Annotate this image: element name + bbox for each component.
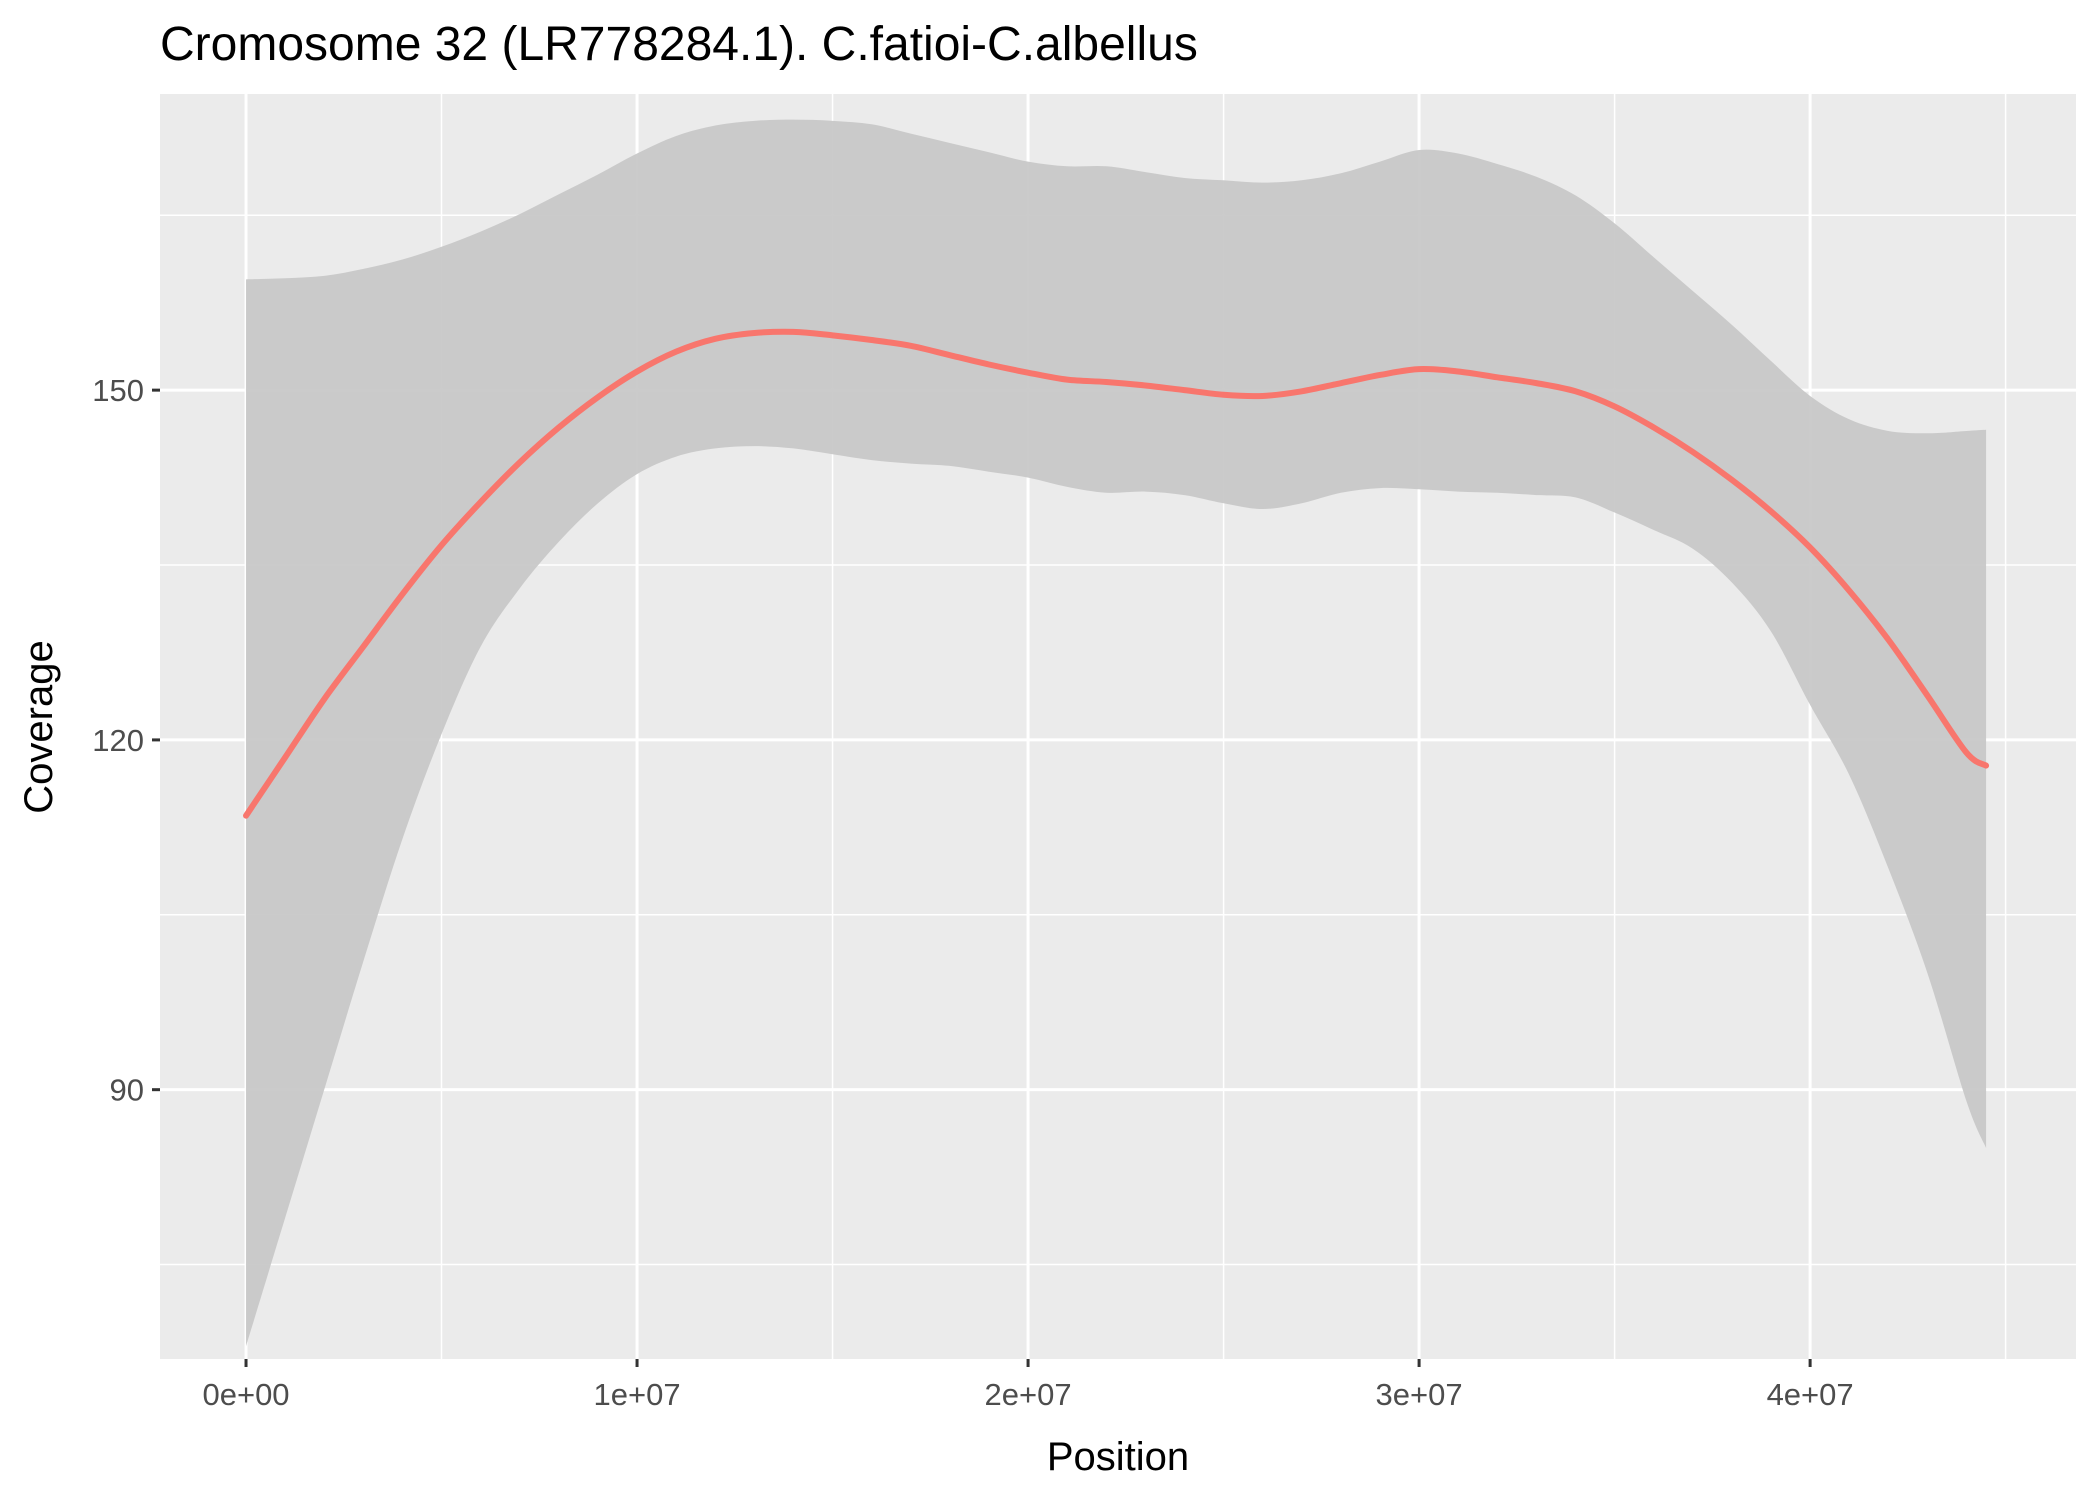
y-tick-label: 90 — [110, 1073, 144, 1108]
x-tick-label: 0e+00 — [202, 1377, 289, 1412]
confidence-ribbon — [246, 119, 1987, 1347]
x-tick-label: 1e+07 — [594, 1377, 681, 1412]
y-tick-label: 150 — [92, 373, 144, 408]
x-tick-label: 2e+07 — [985, 1377, 1072, 1412]
x-axis-title: Position — [1047, 1435, 1189, 1479]
x-axis: 0e+00 1e+07 2e+07 3e+07 4e+07 — [202, 1359, 1854, 1412]
y-axis: 90 120 150 — [92, 373, 160, 1108]
x-tick-label: 3e+07 — [1376, 1377, 1463, 1412]
y-tick-label: 120 — [92, 723, 144, 758]
x-tick-label: 4e+07 — [1767, 1377, 1854, 1412]
y-axis-title: Coverage — [17, 640, 61, 813]
chart-title: Cromosome 32 (LR778284.1). C.fatioi-C.al… — [160, 18, 1198, 71]
smooth-line — [243, 328, 1990, 819]
